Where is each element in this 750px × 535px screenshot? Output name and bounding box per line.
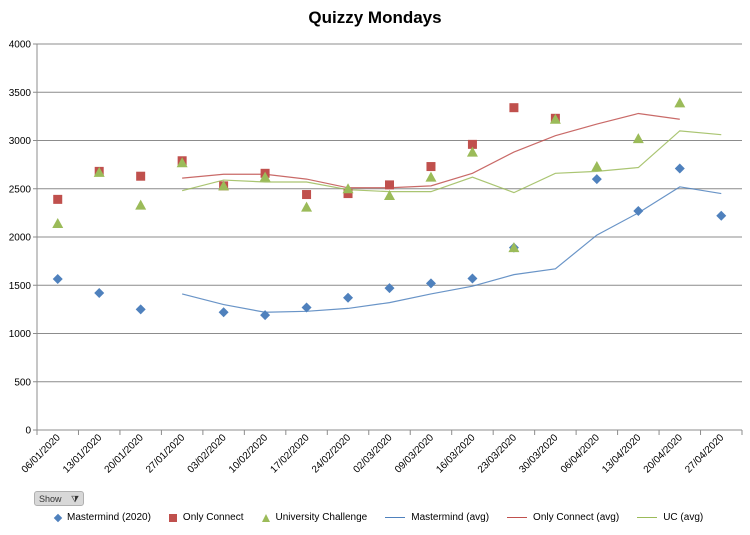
data-point: [384, 283, 395, 294]
x-tick-label: 13/01/2020: [61, 432, 104, 475]
y-tick-label: 500: [14, 377, 31, 388]
data-point: [135, 304, 146, 315]
legend-label: Mastermind (avg): [411, 512, 490, 523]
x-tick-label: 03/02/2020: [186, 432, 229, 475]
data-point: [467, 273, 478, 284]
data-point: [94, 287, 105, 298]
x-tick-label: 27/04/2020: [683, 432, 726, 475]
show-filter-button[interactable]: Show ⧩: [34, 491, 84, 506]
x-tick-label: 17/02/2020: [269, 432, 312, 475]
legend-item: Mastermind (avg): [385, 512, 489, 523]
y-tick-label: 1000: [9, 329, 32, 340]
data-point: [52, 273, 63, 284]
data-point: [509, 103, 519, 113]
data-point: [591, 174, 602, 185]
chart-title: Quizzy Mondays: [308, 8, 442, 27]
data-point: [302, 190, 312, 200]
data-point: [343, 189, 353, 199]
y-tick-label: 3500: [9, 88, 32, 99]
x-tick-label: 13/04/2020: [600, 432, 643, 475]
legend-label: UC (avg): [663, 512, 704, 523]
x-tick-label: 06/04/2020: [559, 432, 602, 475]
data-point: [425, 171, 437, 182]
series-line: [181, 186, 722, 313]
y-tick-label: 1500: [9, 281, 32, 292]
data-point: [218, 307, 229, 318]
data-point: [301, 302, 312, 313]
legend-label: Only Connect (avg): [533, 512, 620, 523]
legend-label: Mastermind (2020): [67, 512, 151, 523]
line-legend-icon: [385, 517, 406, 518]
data-point: [549, 113, 561, 124]
x-tick-label: 23/03/2020: [476, 432, 519, 475]
data-point: [259, 171, 271, 182]
legend-item: Only Connect: [168, 512, 244, 523]
x-tick-label: 16/03/2020: [434, 432, 477, 475]
data-point: [632, 133, 644, 144]
legend-item: Mastermind (2020): [53, 512, 151, 523]
y-tick-label: 0: [25, 426, 31, 437]
line-legend-icon: [507, 517, 528, 518]
data-point: [136, 171, 146, 181]
series-line: [181, 130, 722, 194]
data-point: [384, 190, 395, 201]
x-tick-label: 30/03/2020: [517, 432, 560, 475]
legend-item: UC (avg): [637, 512, 703, 523]
x-tick-label: 06/01/2020: [20, 432, 63, 475]
data-point: [343, 292, 354, 303]
data-point: [53, 194, 63, 204]
data-point: [716, 210, 727, 221]
x-tick-label: 24/02/2020: [310, 432, 353, 475]
x-tick-label: 20/04/2020: [642, 432, 685, 475]
y-tick-label: 3000: [9, 136, 32, 147]
data-point: [260, 310, 271, 321]
y-tick-label: 2500: [9, 184, 32, 195]
data-point: [674, 97, 686, 108]
triangle-legend-icon: [261, 513, 270, 522]
show-label: Show: [39, 494, 62, 504]
data-point: [633, 205, 644, 216]
x-tick-label: 10/02/2020: [227, 432, 270, 475]
data-point: [466, 146, 478, 157]
data-point: [385, 180, 394, 190]
x-tick-label: 27/01/2020: [144, 432, 187, 475]
filter-icon: ⧩: [70, 494, 79, 504]
data-point: [426, 162, 436, 172]
data-point: [52, 217, 64, 228]
data-point: [218, 180, 230, 191]
legend-label: Only Connect: [182, 512, 244, 523]
y-tick-label: 4000: [9, 40, 32, 51]
x-tick-label: 02/03/2020: [351, 432, 394, 475]
data-point: [467, 139, 477, 149]
data-point: [301, 201, 313, 212]
data-point: [508, 242, 520, 253]
data-point: [425, 278, 436, 289]
data-point: [591, 161, 603, 172]
diamond-legend-icon: [53, 513, 63, 522]
data-point: [93, 166, 105, 177]
data-point: [674, 163, 685, 174]
square-legend-icon: [168, 513, 177, 522]
legend-item: University Challenge: [261, 512, 368, 523]
data-point: [176, 157, 188, 168]
data-point: [342, 183, 354, 194]
line-legend-icon: [637, 517, 658, 518]
data-point: [135, 199, 147, 210]
x-tick-label: 20/01/2020: [103, 432, 146, 475]
legend-label: University Challenge: [275, 512, 368, 523]
x-tick-label: 09/03/2020: [393, 432, 436, 475]
y-tick-label: 2000: [9, 233, 32, 244]
legend: Mastermind (2020) Only Connect University …: [53, 512, 703, 523]
legend-item: Only Connect (avg): [507, 512, 619, 523]
